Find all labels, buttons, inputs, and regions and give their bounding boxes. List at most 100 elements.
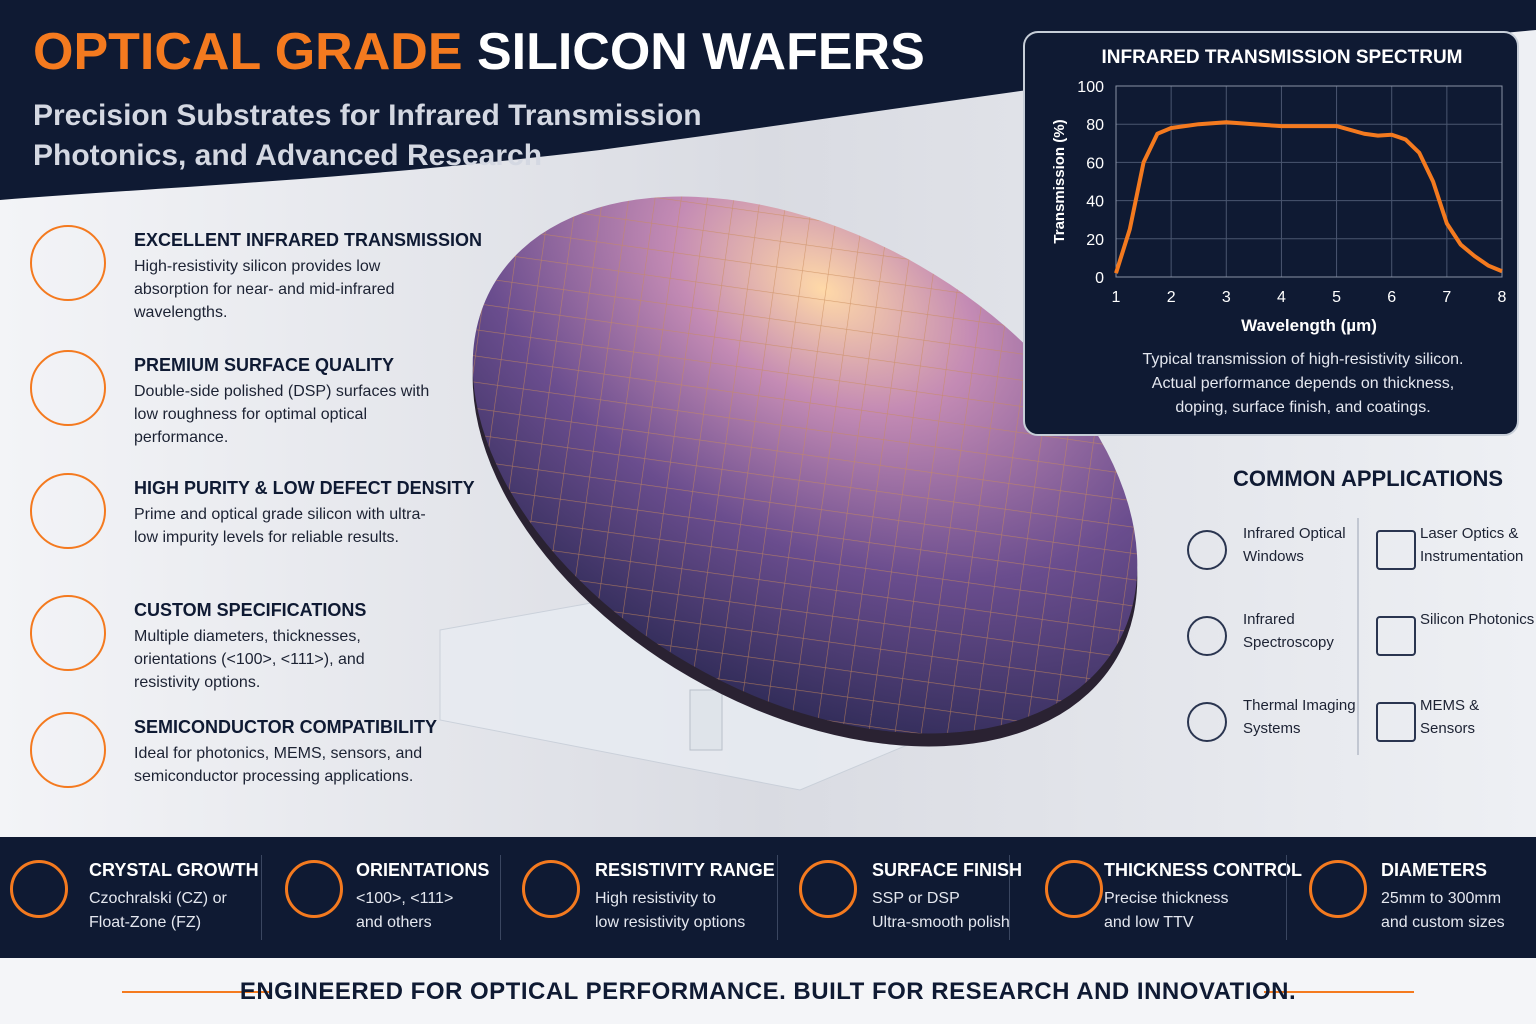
x-tick-label: 7 bbox=[1442, 289, 1451, 306]
spec: DIAMETERS 25mm to 300mm and custom sizes bbox=[1381, 860, 1505, 935]
app-icon bbox=[1376, 616, 1416, 656]
transmission-line bbox=[1114, 120, 1503, 274]
app-text: Infrared bbox=[1243, 611, 1295, 628]
feature-title: CUSTOM SPECIFICATIONS bbox=[134, 600, 367, 620]
spec: THICKNESS CONTROL Precise thickness and lo… bbox=[1104, 860, 1302, 935]
app-text: Instrumentation bbox=[1420, 548, 1524, 565]
chart-caption: doping, surface finish, and coatings. bbox=[1175, 399, 1430, 416]
spec-icon bbox=[285, 860, 343, 918]
feature-text: High-resistivity silicon provides low ab… bbox=[134, 258, 395, 321]
title: OPTICAL GRADE SILICON WAFERS bbox=[33, 22, 925, 82]
y-tick-label: 100 bbox=[1077, 79, 1104, 96]
spec: ORIENTATIONS <100>, <111> and others bbox=[356, 860, 489, 935]
spec-text: Float-Zone (FZ) bbox=[89, 914, 202, 931]
app-icon bbox=[1376, 702, 1416, 742]
feature: PREMIUM SURFACE QUALITY Double-side polis… bbox=[134, 355, 434, 449]
plot-frame bbox=[1115, 85, 1503, 278]
feature-icon bbox=[30, 473, 106, 549]
spec-band bbox=[0, 837, 1536, 958]
spec-title: THICKNESS CONTROL bbox=[1104, 860, 1302, 880]
stand-post bbox=[689, 689, 723, 751]
spec: RESISTIVITY RANGE High resistivity to low … bbox=[595, 860, 775, 935]
chart-title: INFRARED TRANSMISSION SPECTRUM bbox=[1101, 47, 1462, 68]
y-tick-label: 40 bbox=[1086, 194, 1104, 211]
x-tick-label: 1 bbox=[1112, 289, 1121, 306]
spec-icon bbox=[1045, 860, 1103, 918]
feature: SEMICONDUCTOR COMPATIBILITY Ideal for pho… bbox=[134, 717, 437, 788]
spec-text: Czochralski (CZ) or bbox=[89, 890, 227, 907]
x-axis-label: Wavelength (µm) bbox=[1241, 316, 1377, 335]
feature-text: Ideal for photonics, MEMS, sensors, and … bbox=[134, 745, 423, 785]
y-tick-label: 60 bbox=[1086, 155, 1104, 172]
application: Infrared Spectroscopy bbox=[1243, 608, 1334, 654]
spec: CRYSTAL GROWTH Czochralski (CZ) or Float-Z… bbox=[89, 860, 259, 935]
app-text: Silicon Photonics bbox=[1420, 611, 1535, 628]
app-text: Infrared Optical bbox=[1243, 525, 1346, 542]
feature: EXCELLENT INFRARED TRANSMISSION High-resi… bbox=[134, 230, 482, 324]
application: MEMS & Sensors bbox=[1420, 694, 1479, 740]
subtitle-line: Precision Substrates for Infrared Transm… bbox=[33, 99, 702, 132]
chart-caption: Actual performance depends on thickness, bbox=[1152, 375, 1454, 392]
spec-text: High resistivity to bbox=[595, 890, 716, 907]
app-icon bbox=[1187, 616, 1227, 656]
title-rest: SILICON WAFERS bbox=[476, 23, 925, 81]
spec-divider bbox=[261, 855, 262, 940]
spec-title: ORIENTATIONS bbox=[356, 860, 490, 880]
title-highlight: OPTICAL GRADE bbox=[33, 23, 463, 81]
spec-divider bbox=[500, 855, 501, 940]
application: Silicon Photonics bbox=[1420, 608, 1534, 631]
feature-text: Double-side polished (DSP) surfaces with… bbox=[134, 383, 430, 446]
apps-title: COMMON APPLICATIONS bbox=[1233, 466, 1504, 491]
x-tick-label: 4 bbox=[1277, 289, 1286, 306]
application: Infrared Optical Windows bbox=[1243, 522, 1346, 568]
app-text: Laser Optics & bbox=[1420, 525, 1519, 542]
feature-icon bbox=[30, 712, 106, 788]
tagline: ENGINEERED FOR OPTICAL PERFORMANCE. BUIL… bbox=[239, 978, 1297, 1005]
feature-text: Prime and optical grade silicon with ult… bbox=[134, 506, 426, 546]
spec-icon bbox=[799, 860, 857, 918]
spec-text: <100>, <111> bbox=[356, 890, 454, 907]
subtitle: Precision Substrates for Infrared Transm… bbox=[33, 96, 702, 176]
spec-divider bbox=[777, 855, 778, 940]
spec-text: and custom sizes bbox=[1381, 914, 1505, 931]
application: Laser Optics & Instrumentation bbox=[1420, 522, 1523, 568]
spec-text: 25mm to 300mm bbox=[1381, 890, 1502, 907]
spec-divider bbox=[1009, 855, 1010, 940]
spec-text: Ultra-smooth polish bbox=[872, 914, 1010, 931]
app-icon bbox=[1187, 530, 1227, 570]
app-text: Spectroscopy bbox=[1243, 634, 1334, 651]
x-tick-label: 6 bbox=[1387, 289, 1396, 306]
spec-text: low resistivity options bbox=[595, 914, 746, 931]
spec-title: CRYSTAL GROWTH bbox=[89, 860, 259, 880]
spec-icon bbox=[1309, 860, 1367, 918]
spec-text: and others bbox=[356, 914, 432, 931]
spec-icon bbox=[10, 860, 68, 918]
feature-title: HIGH PURITY & LOW DEFECT DENSITY bbox=[134, 478, 475, 498]
app-text: Thermal Imaging bbox=[1243, 697, 1356, 714]
subtitle-line: Photonics, and Advanced Research bbox=[33, 139, 543, 172]
app-text: Windows bbox=[1243, 548, 1304, 565]
x-tick-label: 2 bbox=[1167, 289, 1176, 306]
feature: HIGH PURITY & LOW DEFECT DENSITY Prime an… bbox=[134, 478, 475, 549]
x-tick-label: 8 bbox=[1498, 289, 1507, 306]
chart-panel bbox=[1023, 31, 1519, 436]
y-tick-label: 0 bbox=[1095, 270, 1104, 287]
spec: SURFACE FINISH SSP or DSP Ultra-smooth pol… bbox=[872, 860, 1022, 935]
spec-text: SSP or DSP bbox=[872, 890, 960, 907]
feature-title: SEMICONDUCTOR COMPATIBILITY bbox=[134, 717, 437, 737]
feature-title: EXCELLENT INFRARED TRANSMISSION bbox=[134, 230, 483, 250]
y-tick-label: 80 bbox=[1086, 117, 1104, 134]
feature-icon bbox=[30, 225, 106, 301]
spec-text: and low TTV bbox=[1104, 914, 1194, 931]
spec-title: SURFACE FINISH bbox=[872, 860, 1023, 880]
feature: CUSTOM SPECIFICATIONS Multiple diameters,… bbox=[134, 600, 434, 694]
spec-title: DIAMETERS bbox=[1381, 860, 1488, 880]
app-icon bbox=[1376, 530, 1416, 570]
app-text: Sensors bbox=[1420, 720, 1476, 737]
chart-caption: Typical transmission of high-resistivity… bbox=[1143, 351, 1464, 368]
feature-title: PREMIUM SURFACE QUALITY bbox=[134, 355, 395, 375]
x-tick-label: 5 bbox=[1332, 289, 1341, 306]
spec-icon bbox=[522, 860, 580, 918]
